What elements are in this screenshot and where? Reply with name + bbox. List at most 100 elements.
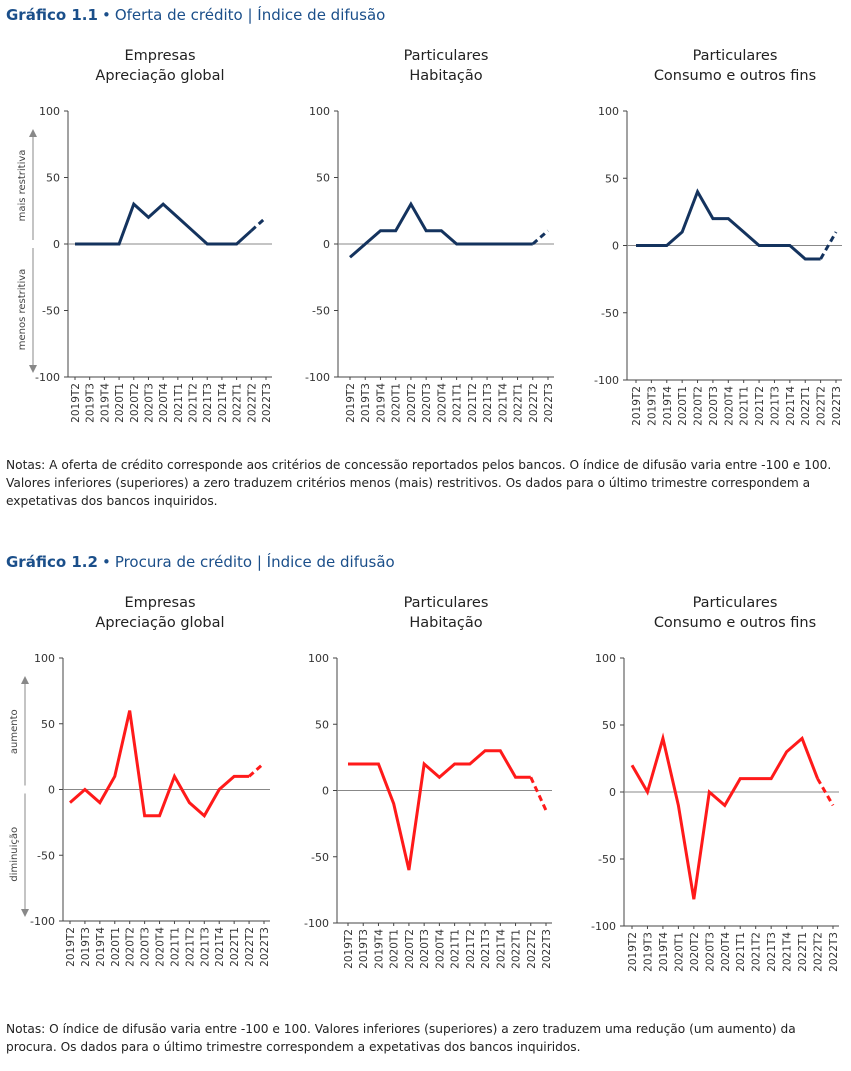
x-tick-label: 2020T4 — [436, 383, 448, 423]
x-tick-label: 2021T1 — [452, 383, 464, 423]
y-tick-label: -100 — [304, 917, 329, 930]
up-direction-label: mais restritiva — [17, 150, 28, 222]
x-tick-label: 2019T3 — [358, 929, 370, 969]
x-tick-label: 2021T4 — [214, 927, 226, 967]
y-tick-label: 0 — [48, 784, 55, 797]
series-line-forecast — [248, 762, 265, 778]
x-tick-label: 2020T3 — [708, 386, 720, 426]
y-tick-label: -50 — [312, 305, 330, 318]
x-tick-label: 2021T4 — [785, 386, 797, 426]
x-tick-label: 2019T4 — [375, 383, 387, 423]
x-tick-label: 2022T2 — [246, 383, 258, 423]
down-direction-label: diminuição — [9, 827, 20, 882]
x-tick-label: 2021T2 — [188, 383, 200, 423]
y-tick-label: 0 — [53, 238, 60, 251]
x-tick-label: 2019T2 — [631, 386, 643, 426]
x-tick-label: 2019T4 — [95, 927, 107, 967]
down-arrow-icon — [29, 365, 37, 373]
x-tick-label: 2020T3 — [419, 929, 431, 969]
x-tick-label: 2022T3 — [541, 929, 553, 969]
y-tick-label: -100 — [30, 915, 55, 928]
x-tick-label: 2019T3 — [360, 383, 372, 423]
y-tick-label: 0 — [609, 786, 616, 799]
x-tick-label: 2020T4 — [158, 383, 170, 423]
x-tick-label: 2020T1 — [110, 927, 122, 967]
x-tick-label: 2019T4 — [99, 383, 111, 423]
x-tick-label: 2021T2 — [184, 927, 196, 967]
y-tick-label: 100 — [595, 652, 616, 665]
x-tick-label: 2021T3 — [482, 383, 494, 423]
series-line — [69, 710, 250, 819]
x-tick-label: 2021T2 — [754, 386, 766, 426]
figure-2-title-text: Procura de crédito | Índice de difusão — [114, 553, 395, 571]
x-tick-label: 2020T3 — [140, 927, 152, 967]
x-tick-label: 2022T1 — [800, 386, 812, 426]
series-line-forecast — [531, 229, 549, 246]
down-arrow-icon — [21, 909, 29, 917]
x-tick-label: 2021T4 — [217, 383, 229, 423]
chart-subtitle: Apreciação global — [95, 68, 224, 84]
x-tick-label: 2020T4 — [434, 929, 446, 969]
series-line — [348, 749, 531, 871]
x-tick-label: 2020T1 — [391, 383, 403, 423]
figure-1-title: Gráfico 1.1 • Oferta de crédito | Índice d… — [6, 6, 385, 24]
figure-2-title: Gráfico 1.2 • Procura de crédito | Índice … — [6, 553, 395, 571]
x-tick-label: 2021T1 — [169, 927, 181, 967]
down-direction-label: menos restritiva — [17, 269, 28, 351]
x-tick-label: 2020T2 — [406, 383, 418, 423]
x-tick-label: 2021T4 — [497, 383, 509, 423]
y-tick-label: 100 — [308, 652, 329, 665]
chart-title: Particulares — [404, 48, 489, 64]
series-line — [630, 732, 819, 900]
x-tick-label: 2021T2 — [467, 383, 479, 423]
x-tick-label: 2022T2 — [526, 929, 538, 969]
x-tick-label: 2021T3 — [480, 929, 492, 969]
x-tick-label: 2022T1 — [511, 929, 523, 969]
x-tick-label: 2020T1 — [673, 932, 685, 972]
y-tick-label: -50 — [601, 307, 619, 320]
x-tick-label: 2021T4 — [782, 932, 794, 972]
x-tick-label: 2020T2 — [689, 932, 701, 972]
x-tick-label: 2020T3 — [704, 932, 716, 972]
figure-2-charts: Empresas Apreciação global 100 50 0 -50 -100 20… — [9, 595, 840, 972]
x-tick-label: 2021T3 — [766, 932, 778, 972]
x-tick-label: 2020T2 — [129, 383, 141, 423]
x-tick-label: 2021T1 — [450, 929, 462, 969]
x-tick-label: 2020T2 — [125, 927, 137, 967]
x-tick-label: 2022T2 — [528, 383, 540, 423]
x-tick-label: 2021T1 — [735, 932, 747, 972]
series-line-forecast — [250, 216, 268, 232]
y-tick-label: 100 — [39, 105, 60, 118]
x-tick-label: 2022T3 — [828, 932, 840, 972]
x-tick-label: 2022T2 — [813, 932, 825, 972]
x-tick-label: 2021T3 — [202, 383, 214, 423]
x-tick-label: 2019T2 — [70, 383, 82, 423]
x-tick-label: 2020T1 — [389, 929, 401, 969]
y-tick-label: 0 — [612, 240, 619, 253]
x-tick-label: 2019T2 — [343, 929, 355, 969]
x-tick-label: 2022T1 — [797, 932, 809, 972]
y-tick-label: -50 — [37, 849, 55, 862]
figure-1-notes: Notas: A oferta de crédito corresponde a… — [6, 458, 832, 508]
figure-1-title-text: Oferta de crédito | Índice de difusão — [114, 6, 386, 24]
x-tick-label: 2022T1 — [229, 927, 241, 967]
x-tick-label: 2022T3 — [259, 927, 271, 967]
x-tick-label: 2020T1 — [114, 383, 126, 423]
y-tick-label: -50 — [598, 853, 616, 866]
x-tick-label: 2021T1 — [739, 386, 751, 426]
x-tick-label: 2019T2 — [345, 383, 357, 423]
y-tick-label: 50 — [46, 172, 60, 185]
y-tick-label: 50 — [41, 718, 55, 731]
figure-1-charts: Empresas Apreciação global 100 50 0 -50 -100 20… — [17, 48, 843, 426]
chart-subtitle: Habitação — [409, 615, 482, 631]
chart-title: Empresas — [124, 595, 195, 611]
y-tick-label: 100 — [309, 105, 330, 118]
x-tick-label: 2020T3 — [421, 383, 433, 423]
chart-subtitle: Apreciação global — [95, 615, 224, 631]
x-tick-label: 2019T3 — [642, 932, 654, 972]
y-tick-label: 50 — [315, 718, 329, 731]
figure-2-number: Gráfico 1.2 — [6, 553, 98, 571]
y-tick-label: -100 — [594, 374, 619, 387]
x-tick-label: 2022T2 — [816, 386, 828, 426]
x-tick-label: 2020T2 — [404, 929, 416, 969]
